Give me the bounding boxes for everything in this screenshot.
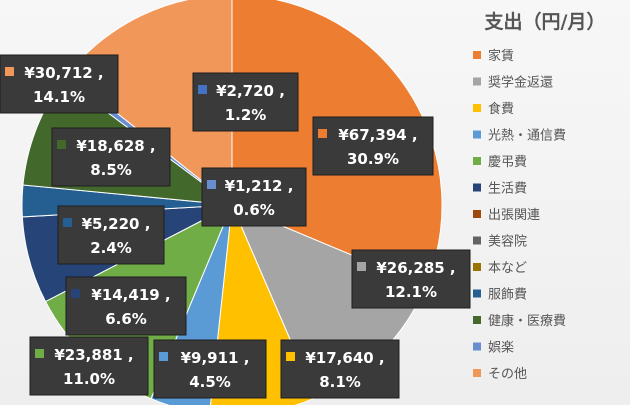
data-label-box <box>29 336 149 396</box>
data-label-amount: ¥26,285 , <box>376 259 455 277</box>
legend-label-娯楽: 娯楽 <box>488 340 514 356</box>
legend-swatch-生活費 <box>473 183 481 192</box>
data-label-legend-key <box>357 262 366 271</box>
data-label-legend-key <box>286 352 295 361</box>
legend-swatch-その他 <box>473 369 481 377</box>
data-label-amount: ¥1,212 , <box>225 177 294 195</box>
legend-label-慶弔費: 慶弔費 <box>488 155 527 170</box>
data-label-amount: ¥2,720 , <box>216 82 285 100</box>
data-label-legend-key <box>207 180 216 189</box>
data-label-家賃: ¥67,394 , 30.9% <box>312 116 434 176</box>
data-labels: ¥67,394 , 30.9% ¥26,285 , 12.1% ¥17,640 , 8.1… <box>0 54 471 399</box>
legend-label-健康-医療費: 健康・医療費 <box>488 313 566 329</box>
data-label-box <box>312 116 434 176</box>
legend: 家賃奨学金返還食費光熱・通信費慶弔費生活費出張関連美容院本など服飾費健康・医療費… <box>473 48 566 382</box>
data-label-percent: 8.5% <box>90 161 132 179</box>
data-label-生活費: ¥14,419 , 6.6% <box>65 276 187 336</box>
legend-label-光熱-通信費: 光熱・通信費 <box>488 129 566 144</box>
data-label-奨学金返還: ¥26,285 , 12.1% <box>351 249 471 309</box>
legend-swatch-服飾費 <box>473 289 481 298</box>
data-label-percent: 0.6% <box>233 201 275 219</box>
data-label-amount: ¥17,640 , <box>305 349 384 367</box>
legend-swatch-慶弔費 <box>473 157 481 165</box>
data-label-legend-key <box>57 140 66 149</box>
data-label-box <box>280 339 400 399</box>
data-label-box <box>65 276 187 336</box>
data-label-legend-key <box>318 129 327 138</box>
legend-swatch-奨学金返還 <box>473 77 481 86</box>
data-label-percent: 8.1% <box>319 373 361 391</box>
data-label-percent: 14.1% <box>33 88 85 106</box>
data-label-amount: ¥5,220 , <box>82 215 151 233</box>
data-label-legend-key <box>198 85 207 94</box>
data-label-extra: ¥2,720 , 1.2% <box>192 72 299 132</box>
legend-swatch-光熱-通信費 <box>473 130 481 139</box>
data-label-amount: ¥23,881 , <box>54 346 133 364</box>
data-label-box <box>0 54 119 114</box>
data-label-健康-医療費: ¥18,628 , 8.5% <box>51 127 171 187</box>
legend-label-生活費: 生活費 <box>488 182 527 197</box>
legend-label-出張関連: 出張関連 <box>488 208 540 223</box>
data-label-服飾費: ¥5,220 , 2.4% <box>57 205 165 265</box>
data-label-光熱-通信費: ¥9,911 , 4.5% <box>153 339 267 399</box>
chart-title: 支出（円/月） <box>484 10 606 33</box>
legend-swatch-美容院 <box>473 236 481 245</box>
legend-label-その他: その他 <box>488 367 527 382</box>
data-label-食費: ¥17,640 , 8.1% <box>280 339 400 399</box>
data-label-慶弔費: ¥23,881 , 11.0% <box>29 336 149 396</box>
data-label-percent: 1.2% <box>225 106 267 124</box>
legend-swatch-出張関連 <box>473 210 481 218</box>
data-label-legend-key <box>35 349 44 358</box>
data-label-box <box>192 72 299 132</box>
data-label-percent: 4.5% <box>189 373 231 391</box>
data-label-percent: 6.6% <box>105 310 147 328</box>
legend-swatch-本など <box>473 263 481 271</box>
data-label-box <box>153 339 267 399</box>
legend-swatch-娯楽 <box>473 342 481 351</box>
legend-swatch-食費 <box>473 104 481 112</box>
data-label-box <box>201 167 307 227</box>
data-label-amount: ¥9,911 , <box>181 349 250 367</box>
legend-label-食費: 食費 <box>488 101 514 117</box>
data-label-percent: 12.1% <box>385 283 437 301</box>
data-label-amount: ¥18,628 , <box>76 137 155 155</box>
data-label-legend-key <box>5 67 14 76</box>
data-label-box <box>57 205 165 265</box>
data-label-box <box>351 249 471 309</box>
legend-label-本など: 本など <box>488 261 527 276</box>
data-label-その他: ¥30,712 , 14.1% <box>0 54 119 114</box>
data-label-amount: ¥30,712 , <box>24 64 103 82</box>
legend-swatch-家賃 <box>473 51 481 59</box>
legend-label-奨学金返還: 奨学金返還 <box>488 75 553 91</box>
legend-label-家賃: 家賃 <box>488 48 514 64</box>
data-label-legend-key <box>71 289 80 298</box>
data-label-percent: 30.9% <box>347 150 399 168</box>
data-label-legend-key <box>63 218 72 227</box>
legend-label-美容院: 美容院 <box>488 234 527 250</box>
data-label-娯楽: ¥1,212 , 0.6% <box>201 167 307 227</box>
data-label-percent: 11.0% <box>63 370 115 388</box>
data-label-percent: 2.4% <box>90 239 132 257</box>
legend-swatch-健康-医療費 <box>473 316 481 324</box>
data-label-amount: ¥14,419 , <box>91 286 170 304</box>
data-label-box <box>51 127 171 187</box>
data-label-amount: ¥67,394 , <box>338 126 417 144</box>
legend-label-服飾費: 服飾費 <box>488 288 527 303</box>
data-label-legend-key <box>159 352 168 361</box>
